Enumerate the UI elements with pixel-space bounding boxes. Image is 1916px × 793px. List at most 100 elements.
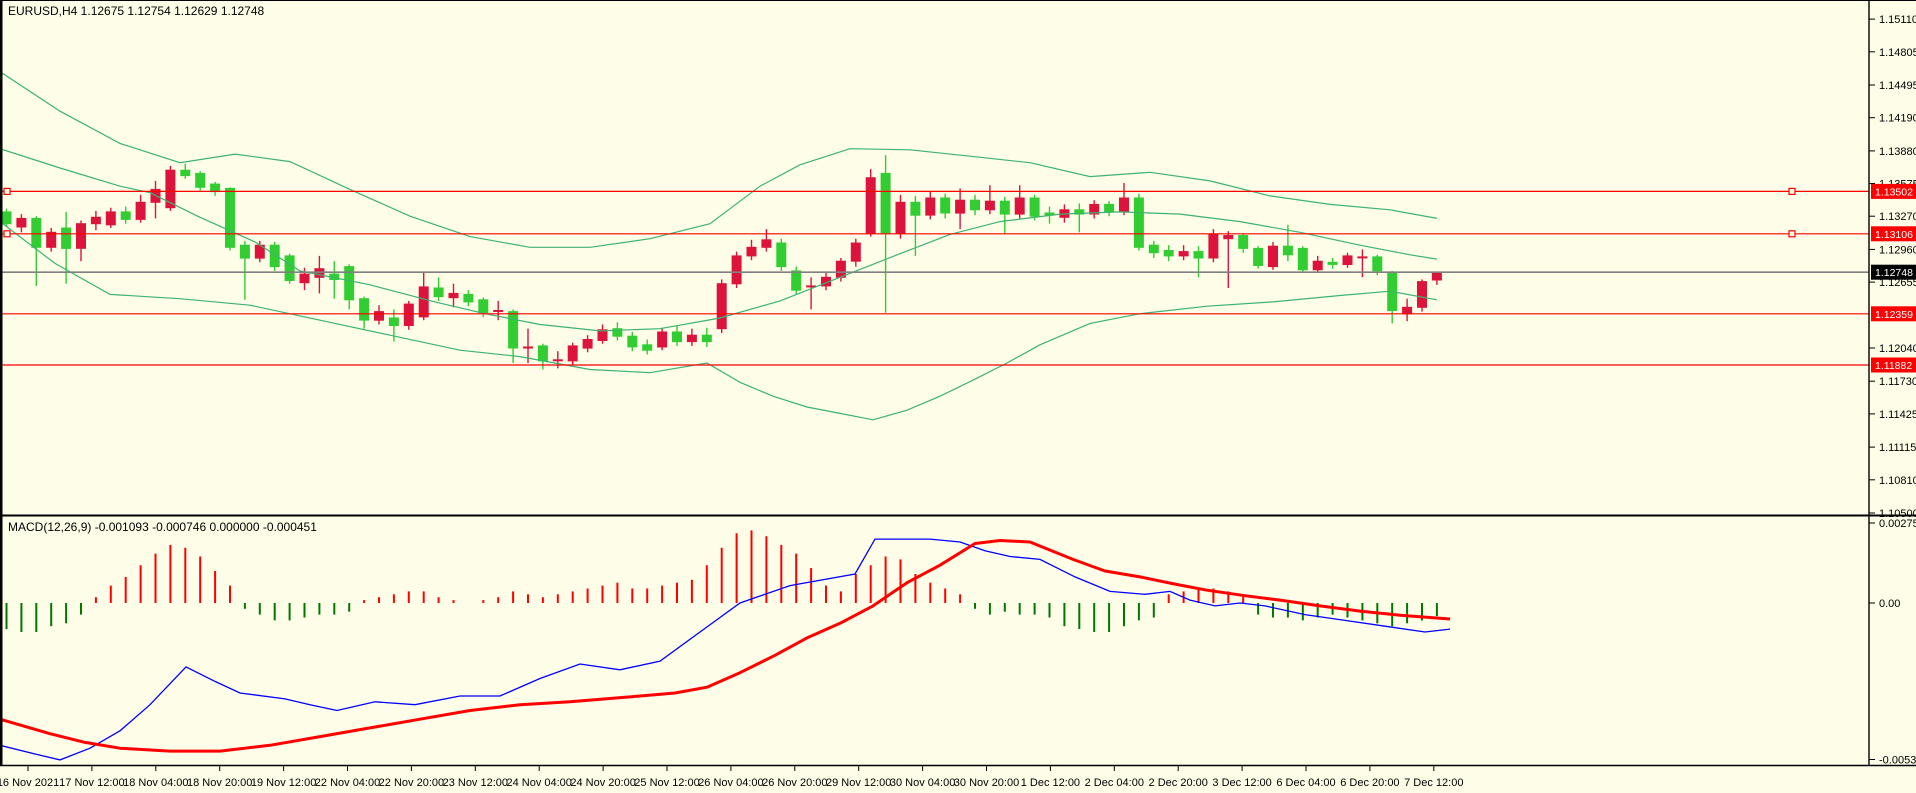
bull-candle[interactable]: [716, 283, 727, 330]
bear-candle[interactable]: [433, 287, 444, 298]
macd-line: [0, 538, 1451, 761]
bull-candle[interactable]: [135, 201, 146, 220]
bull-candle[interactable]: [374, 311, 384, 321]
bull-candle[interactable]: [746, 246, 757, 257]
bear-candle[interactable]: [1297, 247, 1308, 271]
bull-candle[interactable]: [552, 359, 563, 362]
macd-panel[interactable]: [0, 530, 1451, 761]
bull-candle[interactable]: [1342, 255, 1353, 265]
bull-candle[interactable]: [686, 334, 697, 343]
bull-candle[interactable]: [850, 242, 861, 262]
bear-candle[interactable]: [627, 335, 638, 348]
bear-candle[interactable]: [344, 266, 355, 301]
bear-candle[interactable]: [195, 172, 206, 188]
bull-candle[interactable]: [165, 169, 176, 209]
bear-candle[interactable]: [642, 344, 653, 351]
bull-candle[interactable]: [1119, 197, 1129, 213]
bear-candle[interactable]: [284, 255, 295, 281]
bear-candle[interactable]: [1193, 251, 1204, 259]
bear-candle[interactable]: [1, 211, 12, 225]
bull-candle[interactable]: [597, 329, 608, 341]
bull-candle[interactable]: [806, 285, 817, 288]
bull-candle[interactable]: [1208, 233, 1219, 259]
level-line-handle[interactable]: [3, 230, 11, 238]
bull-candle[interactable]: [403, 303, 414, 327]
bull-candle[interactable]: [493, 310, 504, 312]
bull-candle[interactable]: [761, 239, 772, 248]
bull-candle[interactable]: [46, 231, 57, 248]
bull-candle[interactable]: [1178, 251, 1189, 257]
bear-candle[interactable]: [999, 200, 1010, 215]
time-tick-label: 23 Nov 12:00: [443, 777, 508, 789]
bull-candle[interactable]: [865, 177, 876, 234]
bear-candle[interactable]: [776, 242, 787, 268]
horizontal-level-lines[interactable]: [2, 187, 1869, 366]
bear-candle[interactable]: [1238, 235, 1249, 249]
bear-candle[interactable]: [1253, 247, 1264, 266]
bear-candle[interactable]: [239, 244, 250, 259]
bull-candle[interactable]: [925, 197, 936, 216]
bear-candle[interactable]: [940, 197, 951, 214]
bear-candle[interactable]: [1282, 245, 1293, 256]
bear-candle[interactable]: [388, 317, 399, 326]
bear-candle[interactable]: [61, 227, 72, 249]
level-line-handle[interactable]: [1788, 187, 1796, 195]
bear-candle[interactable]: [269, 244, 280, 268]
bear-candle[interactable]: [970, 199, 980, 211]
level-line-handle[interactable]: [1788, 230, 1796, 238]
bull-candle[interactable]: [90, 216, 101, 225]
bull-candle[interactable]: [1268, 245, 1278, 268]
bull-candle[interactable]: [1357, 256, 1368, 259]
bear-candle[interactable]: [31, 217, 42, 248]
bear-candle[interactable]: [1104, 203, 1115, 213]
bear-candle[interactable]: [1074, 209, 1085, 215]
bull-candle[interactable]: [895, 201, 906, 234]
bull-candle[interactable]: [1431, 271, 1442, 281]
bull-candle[interactable]: [1312, 260, 1323, 271]
bull-candle[interactable]: [418, 286, 429, 318]
bull-candle[interactable]: [1089, 203, 1100, 215]
bear-candle[interactable]: [1327, 261, 1338, 265]
bear-candle[interactable]: [612, 328, 623, 337]
bear-candle[interactable]: [210, 183, 221, 193]
bear-candle[interactable]: [508, 311, 519, 349]
bull-candle[interactable]: [1402, 306, 1413, 315]
bear-candle[interactable]: [1133, 197, 1144, 248]
bull-candle[interactable]: [448, 292, 459, 299]
bear-candle[interactable]: [225, 187, 235, 248]
bull-candle[interactable]: [984, 200, 995, 211]
bull-candle[interactable]: [16, 217, 27, 228]
level-line-handle[interactable]: [3, 187, 11, 195]
bull-candle[interactable]: [657, 331, 668, 348]
bear-candle[interactable]: [1148, 244, 1159, 254]
bull-candle[interactable]: [1014, 197, 1025, 215]
bull-candle[interactable]: [731, 255, 742, 285]
bear-candle[interactable]: [1372, 256, 1383, 272]
bear-candle[interactable]: [1163, 250, 1174, 257]
bear-candle[interactable]: [180, 169, 191, 177]
bull-candle[interactable]: [105, 211, 116, 226]
bull-candle[interactable]: [1223, 235, 1234, 240]
bear-candle[interactable]: [672, 331, 682, 343]
bear-candle[interactable]: [1029, 197, 1040, 217]
bull-candle[interactable]: [1417, 281, 1427, 308]
bear-candle[interactable]: [120, 211, 131, 220]
bear-candle[interactable]: [359, 298, 370, 321]
bear-candle[interactable]: [880, 172, 891, 234]
bear-candle[interactable]: [463, 293, 474, 303]
bull-candle[interactable]: [523, 346, 533, 349]
price-axis[interactable]: 1.15110 1.14805 1.14495 1.14190 1.13880 1.135…: [1869, 14, 1916, 767]
bull-candle[interactable]: [835, 260, 846, 278]
bear-candle[interactable]: [791, 270, 802, 291]
bear-candle[interactable]: [701, 334, 712, 343]
bull-candle[interactable]: [955, 199, 966, 214]
bull-candle[interactable]: [299, 273, 310, 284]
time-tick-label: 6 Dec 20:00: [1340, 777, 1399, 789]
bull-candle[interactable]: [76, 223, 86, 249]
bear-candle[interactable]: [537, 345, 548, 362]
bull-candle[interactable]: [567, 345, 578, 362]
bull-candle[interactable]: [582, 339, 593, 349]
bear-candle[interactable]: [478, 299, 489, 314]
bear-candle[interactable]: [910, 201, 921, 216]
